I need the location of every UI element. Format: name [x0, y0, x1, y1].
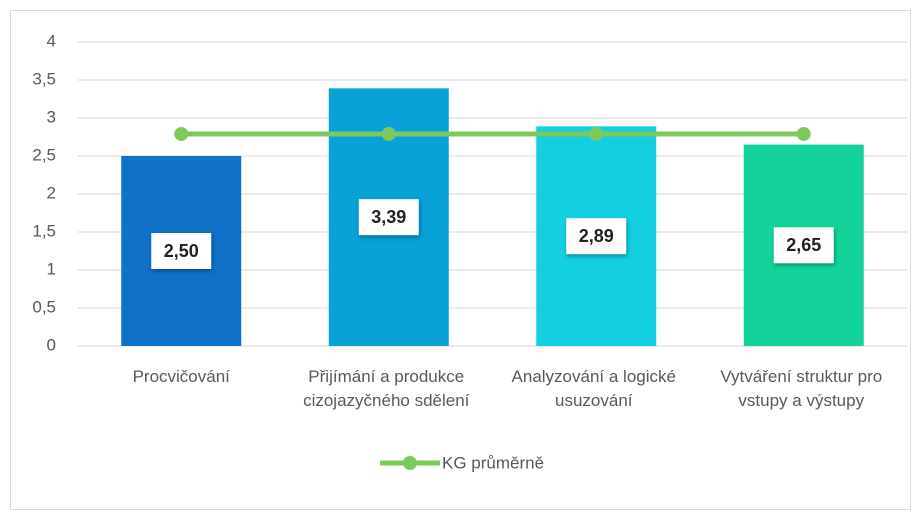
- y-tick-label: 0: [47, 335, 56, 354]
- line-marker: [589, 126, 604, 141]
- x-tick-label: Vytváření struktur pro vstupy a výstupy: [720, 367, 883, 410]
- y-tick-label: 2: [47, 183, 56, 202]
- y-tick-label: 4: [47, 31, 56, 50]
- y-tick-label: 1: [47, 259, 56, 278]
- y-tick-label: 2,5: [32, 145, 56, 164]
- y-tick-label: 0,5: [32, 297, 56, 316]
- y-tick-label: 1,5: [32, 221, 56, 240]
- data-label: 2,89: [579, 226, 614, 246]
- data-label-box: [566, 218, 627, 255]
- data-label-box: [773, 227, 834, 264]
- y-tick-label: 3: [47, 107, 56, 126]
- data-label-box: [151, 233, 212, 269]
- data-label-box: [358, 199, 419, 236]
- legend-marker: [403, 456, 417, 470]
- data-label: 2,65: [786, 235, 821, 255]
- legend-label: KG průměrně: [442, 453, 544, 472]
- data-label: 2,50: [164, 241, 199, 261]
- data-label: 3,39: [371, 207, 406, 227]
- y-tick-label: 3,5: [32, 69, 56, 88]
- line-marker: [381, 126, 396, 141]
- x-tick-label: Procvičování: [132, 367, 230, 386]
- x-tick-label: Přijímání a produkce cizojazyčného sděle…: [303, 367, 470, 410]
- line-marker: [796, 126, 811, 141]
- line-marker: [174, 126, 189, 141]
- x-tick-label: Analyzování a logické usuzování: [511, 367, 676, 410]
